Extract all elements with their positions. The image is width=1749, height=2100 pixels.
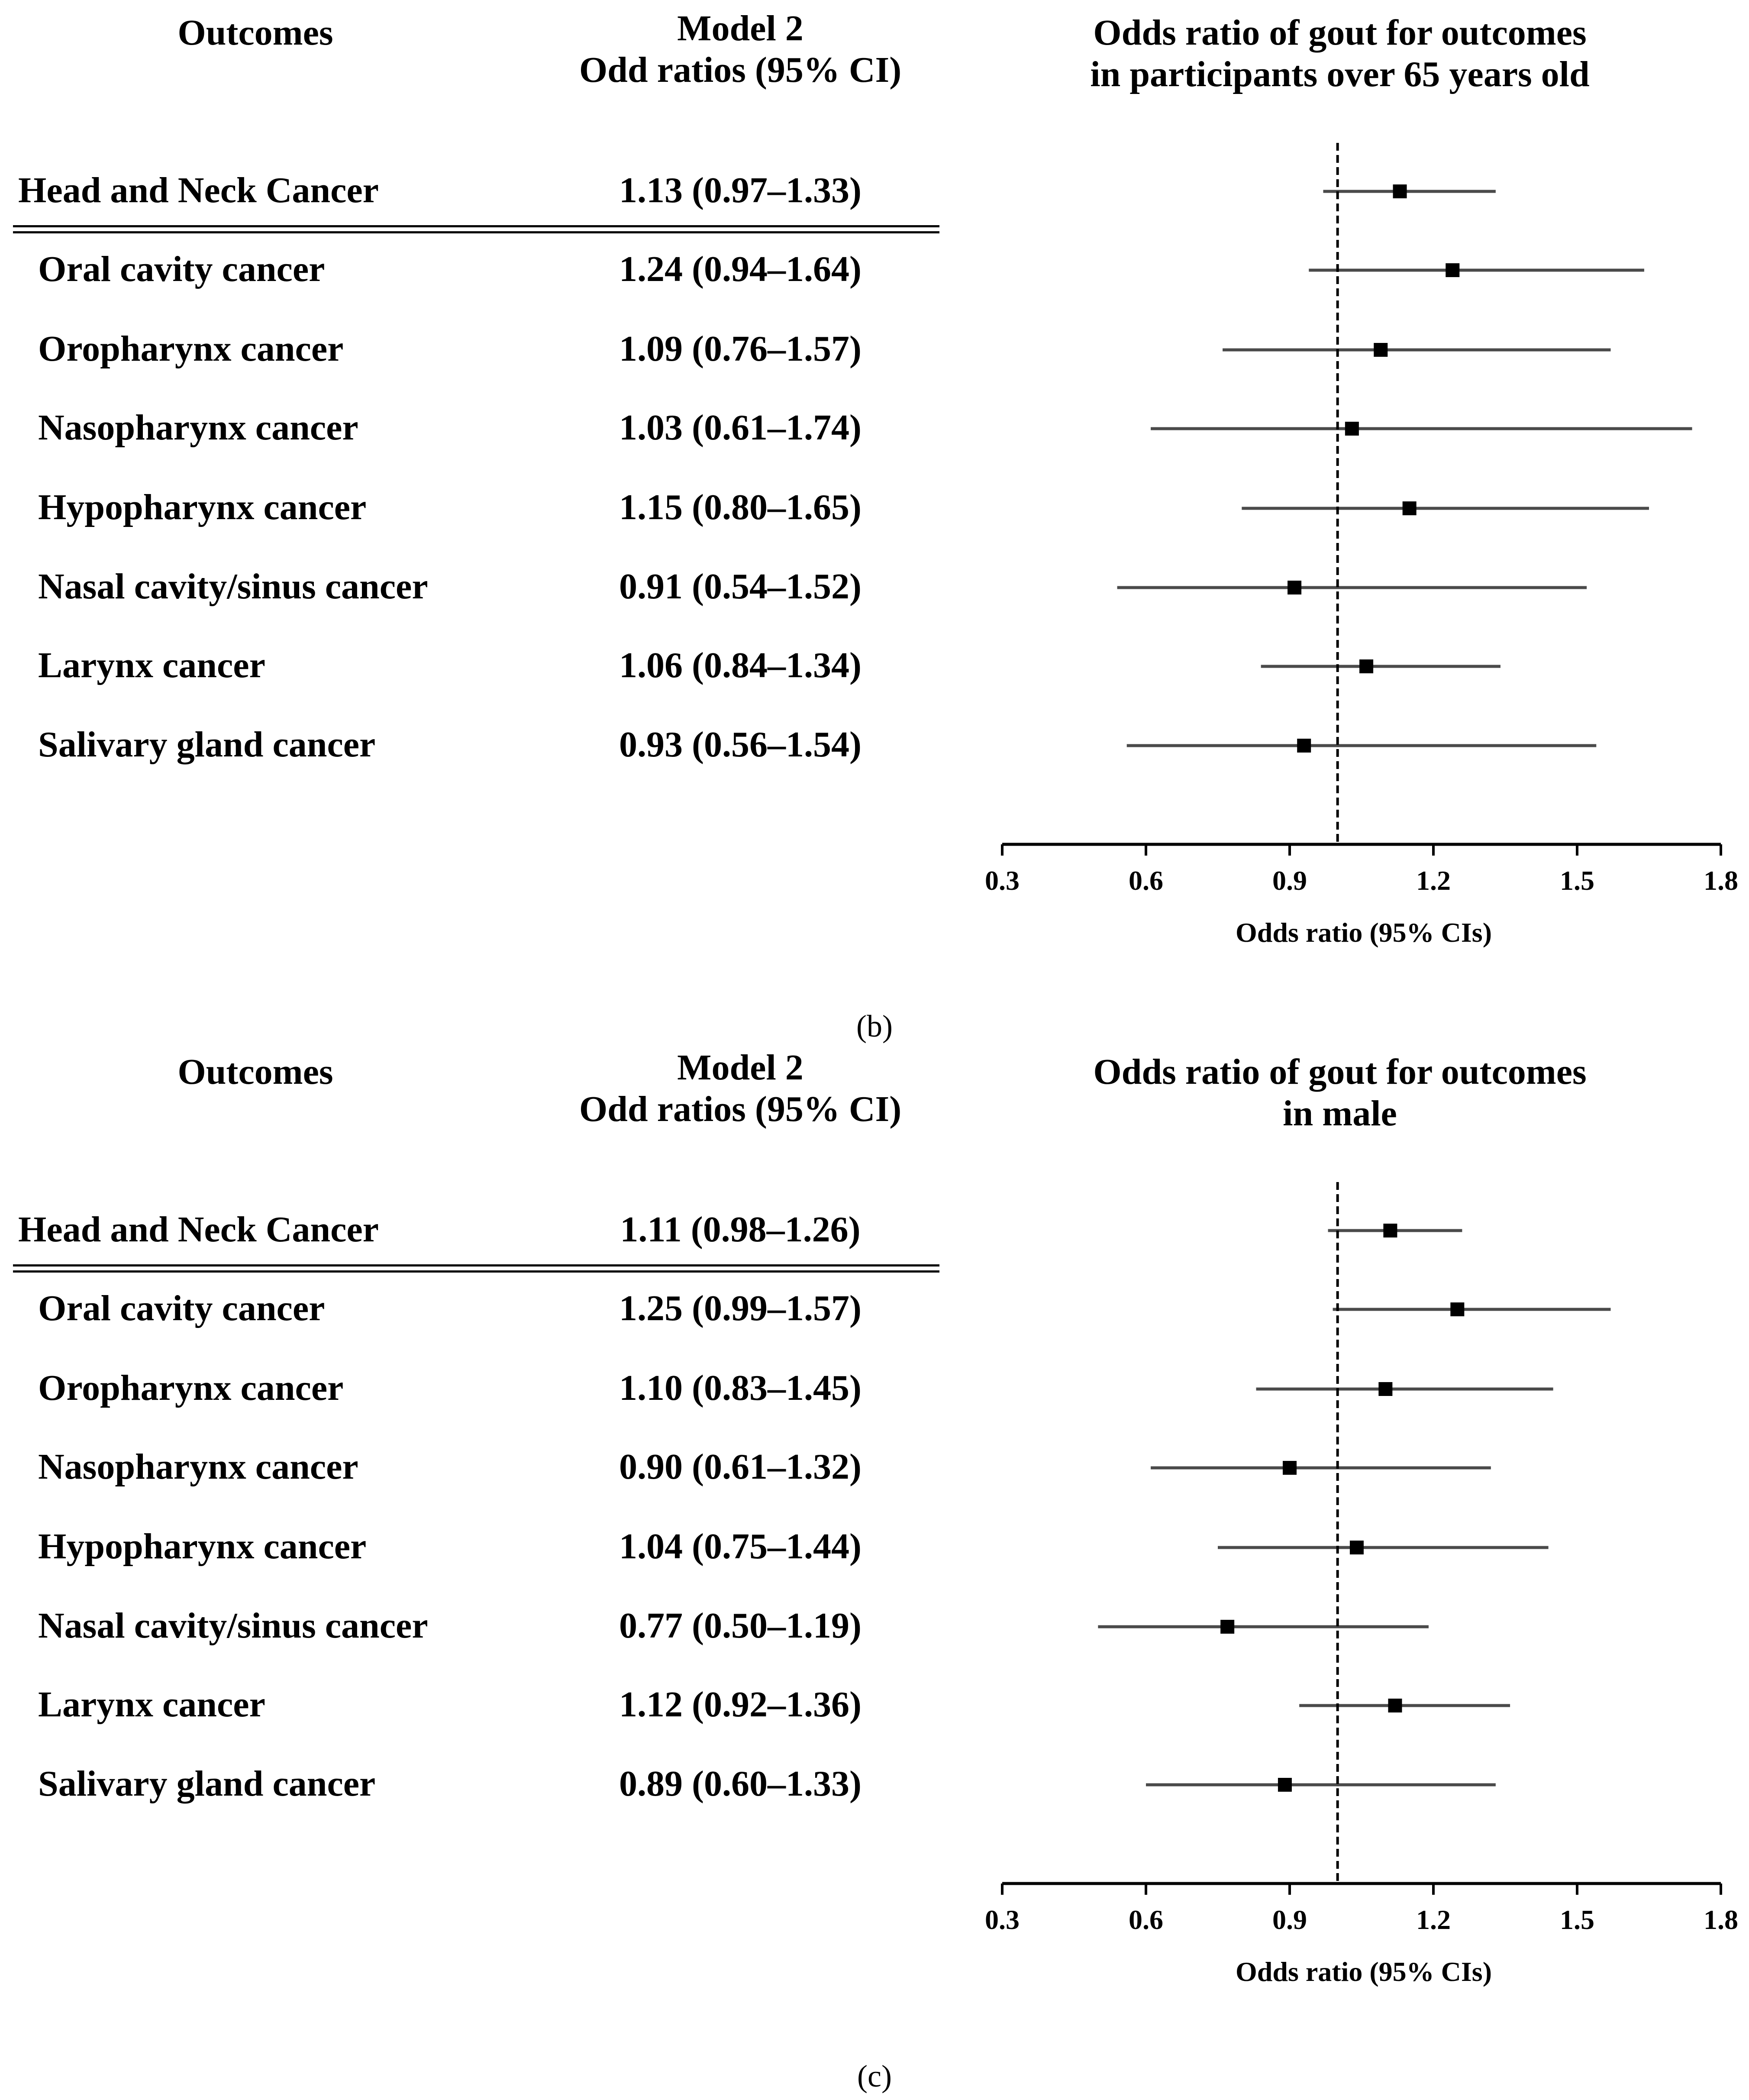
outcome-label: Larynx cancer <box>38 645 265 685</box>
forest-panel-over-65: Outcomes Model 2 Odd ratios (95% CI) Odd… <box>0 0 1749 1039</box>
outcome-label: Head and Neck Cancer <box>18 170 379 210</box>
outcomes-header: Outcomes <box>177 13 333 53</box>
odds-ratio-value: 0.93 (0.56–1.54) <box>619 724 862 765</box>
model-header-line1: Model 2 <box>677 8 804 48</box>
point-estimate <box>1393 184 1407 198</box>
odds-ratio-value: 1.09 (0.76–1.57) <box>619 329 862 369</box>
odds-ratio-value: 1.04 (0.75–1.44) <box>619 1526 862 1567</box>
outcome-label: Nasopharynx cancer <box>38 407 358 448</box>
x-tick-label: 0.6 <box>1129 1904 1163 1935</box>
odds-ratio-value: 0.91 (0.54–1.52) <box>619 566 862 607</box>
caption-c: (c) <box>857 2059 892 2094</box>
forest-plot: 0.3 0.6 0.9 1.2 1.5 1.8 Odds ratio (95% CIs) <box>985 1182 1738 1987</box>
x-tick-label: 0.9 <box>1272 865 1307 896</box>
point-estimate <box>1378 1382 1393 1396</box>
model-header-line2: Odd ratios (95% CI) <box>579 1089 902 1129</box>
odds-ratio-value: 1.12 (0.92–1.36) <box>619 1684 862 1725</box>
outcome-label: Oral cavity cancer <box>38 249 325 289</box>
odds-ratio-value: 0.89 (0.60–1.33) <box>619 1764 862 1804</box>
header-rule-top <box>13 1264 939 1266</box>
outcome-label: Hypopharynx cancer <box>38 487 367 527</box>
forest-panel-male: (b) Outcomes Model 2 Odd ratios (95% CI)… <box>0 1009 1749 2078</box>
outcome-label: Salivary gland cancer <box>38 1764 376 1804</box>
odds-ratio-value: 1.13 (0.97–1.33) <box>619 170 862 210</box>
x-tick-label: 1.2 <box>1416 865 1451 896</box>
model-header-line1: Model 2 <box>677 1047 804 1088</box>
point-estimate <box>1345 422 1359 436</box>
point-estimate <box>1283 1461 1297 1475</box>
x-axis-label: Odds ratio (95% CIs) <box>1236 1956 1492 1987</box>
outcome-label: Nasopharynx cancer <box>38 1447 358 1487</box>
header-rule-bottom <box>13 1270 939 1273</box>
outcome-label: Nasal cavity/sinus cancer <box>38 566 428 607</box>
x-tick-label: 0.3 <box>985 1904 1020 1935</box>
odds-ratio-value: 1.15 (0.80–1.65) <box>619 487 862 527</box>
odds-ratio-value: 1.03 (0.61–1.74) <box>619 407 862 448</box>
odds-ratio-value: 1.10 (0.83–1.45) <box>619 1368 862 1408</box>
x-tick-label: 1.5 <box>1560 865 1594 896</box>
chart-title-line2: in male <box>1283 1093 1397 1134</box>
outcome-label: Oropharynx cancer <box>38 1368 344 1408</box>
chart-title: Odds ratio of gout for outcomes in male <box>1093 1051 1586 1134</box>
point-estimate <box>1388 1699 1402 1712</box>
point-estimate <box>1383 1224 1397 1237</box>
outcome-label: Salivary gland cancer <box>38 724 376 765</box>
outcome-label: Larynx cancer <box>38 1684 265 1725</box>
x-tick-label: 0.3 <box>985 865 1020 896</box>
odds-ratio-value: 0.90 (0.61–1.32) <box>619 1447 862 1487</box>
header-rule-bottom <box>13 231 939 233</box>
header-rule-top <box>13 225 939 227</box>
outcome-label: Oropharynx cancer <box>38 329 344 369</box>
chart-title: Odds ratio of gout for outcomes in parti… <box>1090 12 1589 95</box>
x-tick-label: 1.2 <box>1416 1904 1451 1935</box>
x-tick-label: 0.9 <box>1272 1904 1307 1935</box>
x-tick-label: 1.8 <box>1704 1904 1738 1935</box>
outcome-label: Oral cavity cancer <box>38 1288 325 1328</box>
point-estimate <box>1297 739 1311 753</box>
point-estimate <box>1446 263 1460 277</box>
x-tick-label: 1.5 <box>1560 1904 1594 1935</box>
outcomes-header: Outcomes <box>177 1052 333 1092</box>
x-axis-label: Odds ratio (95% CIs) <box>1236 917 1492 948</box>
outcome-label: Head and Neck Cancer <box>18 1209 379 1250</box>
chart-title-line1: Odds ratio of gout for outcomes <box>1093 13 1587 53</box>
chart-title-line1: Odds ratio of gout for outcomes <box>1093 1052 1587 1092</box>
point-estimate <box>1374 343 1388 357</box>
odds-ratio-value: 1.06 (0.84–1.34) <box>619 645 862 685</box>
x-tick-label: 0.6 <box>1129 865 1163 896</box>
caption-b: (b) <box>856 1009 893 1044</box>
model-header: Model 2 Odd ratios (95% CI) <box>579 8 901 91</box>
x-tick-label: 1.8 <box>1704 865 1738 896</box>
outcome-label: Hypopharynx cancer <box>38 1526 367 1567</box>
odds-ratio-value: 0.77 (0.50–1.19) <box>619 1606 862 1646</box>
point-estimate <box>1349 1541 1364 1554</box>
point-estimate <box>1359 659 1374 673</box>
odds-ratio-value: 1.25 (0.99–1.57) <box>619 1288 862 1328</box>
model-header: Model 2 Odd ratios (95% CI) <box>579 1047 901 1130</box>
model-header-line2: Odd ratios (95% CI) <box>579 50 902 90</box>
chart-title-line2: in participants over 65 years old <box>1090 54 1590 94</box>
odds-ratio-value: 1.24 (0.94–1.64) <box>619 249 862 289</box>
point-estimate <box>1278 1778 1292 1792</box>
odds-ratio-value: 1.11 (0.98–1.26) <box>620 1209 861 1250</box>
point-estimate <box>1402 501 1417 515</box>
point-estimate <box>1288 581 1302 594</box>
point-estimate <box>1220 1620 1235 1634</box>
outcome-label: Nasal cavity/sinus cancer <box>38 1606 428 1646</box>
forest-plot: 0.3 0.6 0.9 1.2 1.5 1.8 Odds ratio (95% CIs) <box>985 143 1738 948</box>
point-estimate <box>1450 1302 1465 1316</box>
